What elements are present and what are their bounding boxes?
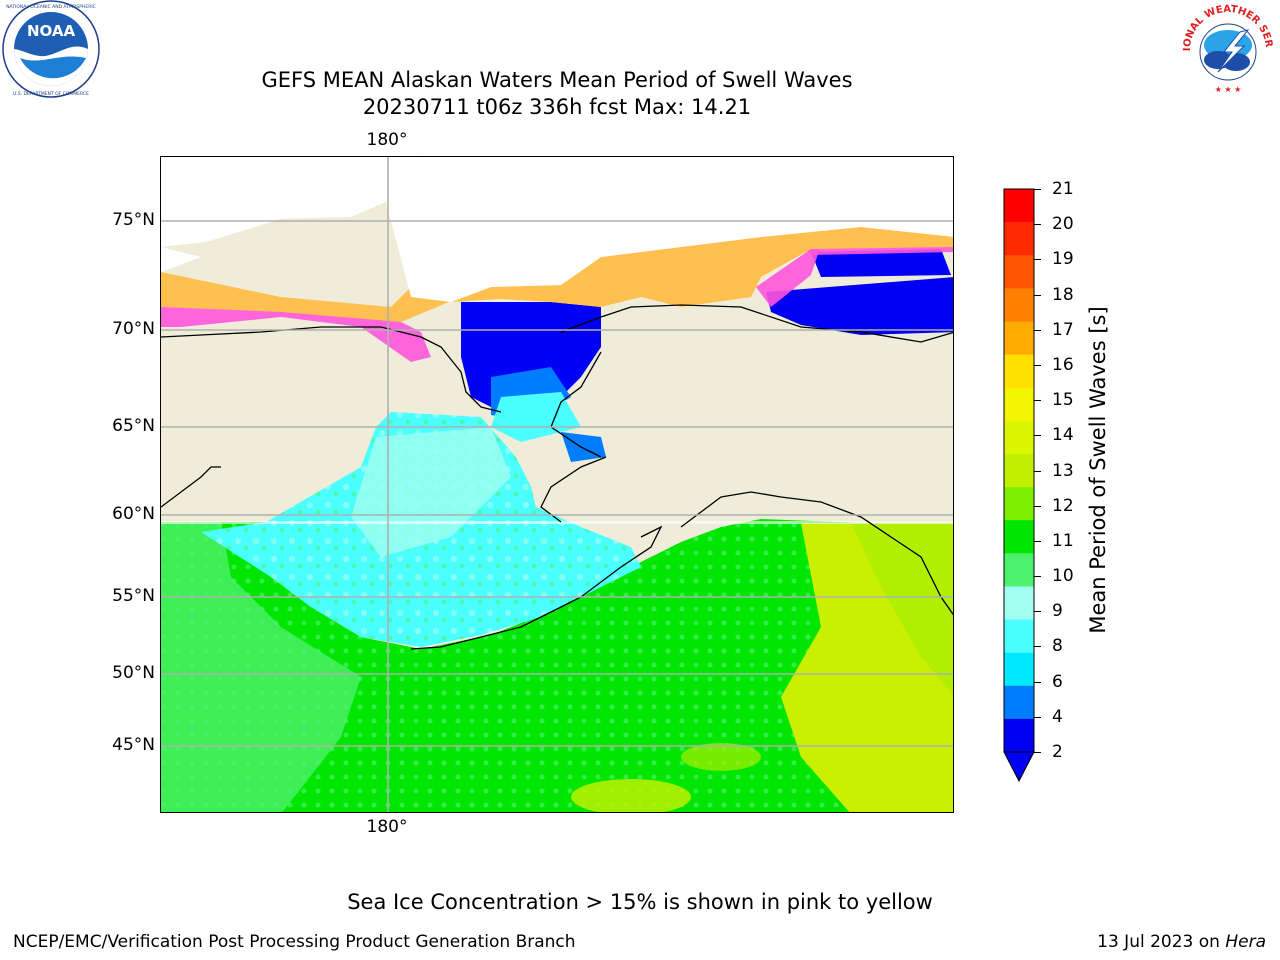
colorbar-tick-label: 10 <box>1052 566 1074 587</box>
svg-text:U.S. DEPARTMENT OF COMMERCE: U.S. DEPARTMENT OF COMMERCE <box>13 91 89 97</box>
footer-date: 13 Jul 2023 on Hera <box>1097 932 1266 952</box>
colorbar-segment <box>1004 387 1034 422</box>
colorbar-tick <box>1034 400 1041 402</box>
colorbar-tick-label: 14 <box>1052 425 1074 446</box>
lat-label: 50°N <box>112 663 155 683</box>
lat-label: 55°N <box>112 586 155 606</box>
lat-label: 45°N <box>112 735 155 755</box>
colorbar-tick <box>1034 716 1041 718</box>
colorbar-tick <box>1034 752 1041 753</box>
colorbar-tick-label: 21 <box>1052 179 1074 199</box>
colorbar-tick <box>1034 364 1041 366</box>
colorbar-tick <box>1034 576 1041 578</box>
graticule <box>161 157 953 812</box>
colorbar-segment <box>1004 288 1034 322</box>
lat-label: 70°N <box>112 319 155 339</box>
colorbar-tick <box>1034 189 1041 190</box>
colorbar-segment <box>1004 685 1034 720</box>
colorbar-tick <box>1034 646 1041 648</box>
colorbar-segment <box>1004 222 1034 256</box>
caption: Sea Ice Concentration > 15% is shown in … <box>347 890 933 914</box>
colorbar-title: Mean Period of Swell Waves [s] <box>1086 306 1110 634</box>
footer-host: Hera <box>1225 932 1266 952</box>
colorbar-tick <box>1034 329 1041 331</box>
nws-logo: NATIONAL WEATHER SERVICE ★ ★ ★ <box>1178 0 1275 95</box>
chart-title: GEFS MEAN Alaskan Waters Mean Period of … <box>261 68 853 92</box>
footer-credit: NCEP/EMC/Verification Post Processing Pr… <box>13 932 576 952</box>
colorbar-segment <box>1004 354 1034 389</box>
colorbar-segment <box>1004 453 1034 488</box>
colorbar-tick-label: 9 <box>1052 601 1063 622</box>
colorbar <box>1003 188 1035 783</box>
colorbar-segment <box>1004 553 1034 587</box>
colorbar-segment <box>1004 718 1034 753</box>
lon-label-top: 180° <box>366 130 408 150</box>
chart-subtitle: 20230711 t06z 336h fcst Max: 14.21 <box>362 95 752 119</box>
colorbar-segment <box>1004 321 1034 356</box>
lon-label-bottom: 180° <box>366 817 408 837</box>
colorbar-tick-label: 2 <box>1052 742 1063 762</box>
colorbar-tick-label: 16 <box>1052 354 1074 375</box>
colorbar-tick <box>1034 505 1041 507</box>
colorbar-segment <box>1004 652 1034 687</box>
colorbar-tick-label: 17 <box>1052 319 1074 340</box>
colorbar-tick <box>1034 224 1041 226</box>
colorbar-tick-label: 6 <box>1052 671 1063 692</box>
colorbar-tick-label: 12 <box>1052 495 1074 516</box>
colorbar-segment <box>1004 255 1034 289</box>
colorbar-tick <box>1034 611 1041 613</box>
map-panel <box>160 156 954 813</box>
colorbar-tick <box>1034 540 1041 542</box>
colorbar-segment <box>1004 189 1034 223</box>
lat-label: 75°N <box>112 210 155 230</box>
colorbar-tick <box>1034 681 1041 683</box>
colorbar-tick-label: 19 <box>1052 249 1074 270</box>
colorbar-tick <box>1034 470 1041 472</box>
colorbar-tick <box>1034 294 1041 296</box>
svg-text:★ ★ ★: ★ ★ ★ <box>1215 85 1242 94</box>
colorbar-tick-label: 18 <box>1052 284 1074 305</box>
lat-label: 60°N <box>112 504 155 524</box>
svg-text:NATIONAL OCEANIC AND ATMOSPHER: NATIONAL OCEANIC AND ATMOSPHERIC <box>6 4 96 10</box>
colorbar-tick-label: 11 <box>1052 530 1074 551</box>
footer-date-text: 13 Jul 2023 on <box>1097 932 1226 952</box>
noaa-logo: NOAA U.S. DEPARTMENT OF COMMERCE NATIONA… <box>2 0 100 98</box>
colorbar-extend-arrow <box>1003 751 1035 783</box>
colorbar-tick-label: 13 <box>1052 460 1074 481</box>
coastlines <box>161 304 953 650</box>
colorbar-tick <box>1034 435 1041 437</box>
noaa-logo-text: NOAA <box>27 22 76 40</box>
colorbar-tick-label: 20 <box>1052 214 1074 235</box>
colorbar-tick-label: 15 <box>1052 390 1074 411</box>
colorbar-tick-label: 4 <box>1052 706 1063 727</box>
lat-label: 65°N <box>112 416 155 436</box>
colorbar-segment <box>1004 619 1034 654</box>
colorbar-segment <box>1004 520 1034 554</box>
colorbar-tick-label: 8 <box>1052 636 1063 657</box>
colorbar-segment <box>1004 487 1034 521</box>
colorbar-segment <box>1004 586 1034 621</box>
colorbar-segment <box>1004 420 1034 455</box>
map-svg <box>161 157 953 812</box>
colorbar-tick <box>1034 259 1041 261</box>
sea-ice <box>451 227 953 307</box>
